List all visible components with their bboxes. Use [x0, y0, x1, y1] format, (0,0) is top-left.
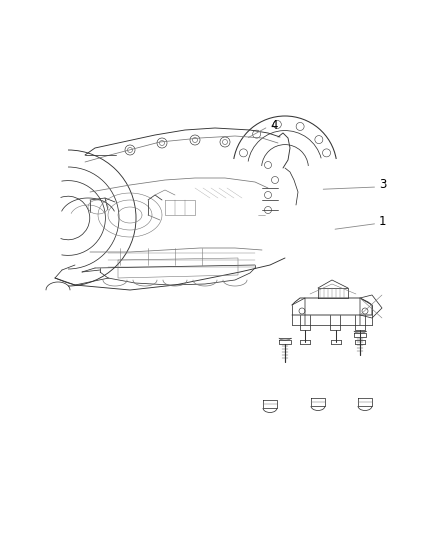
- Text: 3: 3: [379, 179, 386, 191]
- Text: 4: 4: [271, 119, 278, 132]
- Text: 1: 1: [379, 215, 386, 228]
